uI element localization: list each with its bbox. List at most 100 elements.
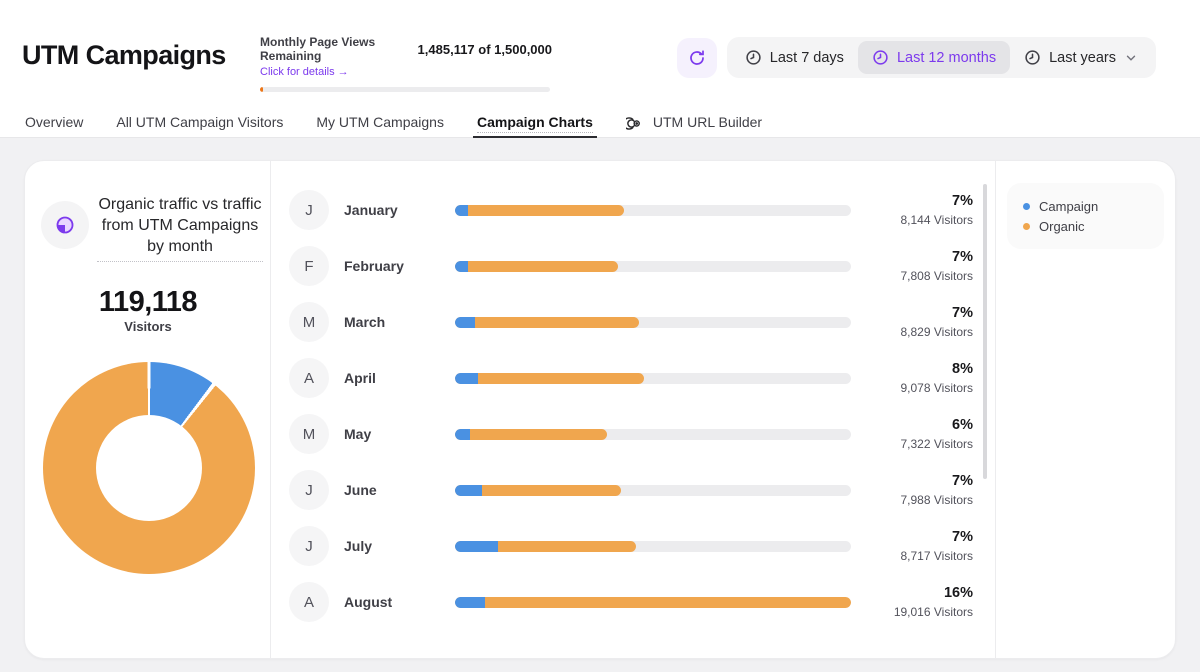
month-bar-track[interactable]: [455, 372, 851, 384]
organic-bar-segment: [455, 596, 851, 608]
clock-icon: [873, 50, 888, 65]
organic-bar-segment: [455, 372, 644, 384]
month-avatar: J: [289, 526, 329, 566]
month-avatar: J: [289, 470, 329, 510]
campaign-bar-segment: [455, 260, 468, 272]
range-label: Last years: [1049, 49, 1116, 66]
month-stats: 7% 8,829 Visitors: [867, 305, 974, 339]
legend-label: Campaign: [1039, 198, 1099, 214]
campaign-bar-segment: [455, 484, 483, 496]
month-stats: 7% 7,808 Visitors: [867, 249, 974, 283]
legend-card: Campaign Organic: [1007, 183, 1164, 249]
month-row: J January 7% 8,144 Visitors: [289, 182, 995, 238]
month-share-percent: 8%: [952, 361, 973, 377]
tab-overview[interactable]: Overview: [25, 108, 83, 138]
month-visitors-count: 8,144 Visitors: [900, 213, 974, 227]
campaign-bar-segment: [455, 428, 471, 440]
month-row: M March 7% 8,829 Visitors: [289, 294, 995, 350]
legend-panel: Campaign Organic: [995, 161, 1175, 658]
month-avatar-letter: A: [303, 369, 314, 387]
month-label: February: [344, 258, 404, 274]
scrollbar-thumb[interactable]: [983, 184, 987, 479]
chevron-down-icon: [1126, 55, 1136, 61]
organic-bar-segment: [455, 428, 608, 440]
clock-icon: [1025, 50, 1040, 65]
month-stats: 7% 7,988 Visitors: [867, 473, 974, 507]
month-bar-track[interactable]: [455, 260, 851, 272]
usage-label: Monthly Page Views Remaining: [260, 35, 376, 63]
month-stats: 7% 8,144 Visitors: [867, 193, 974, 227]
month-share-percent: 7%: [952, 529, 973, 545]
content-area: Organic traffic vs traffic from UTM Camp…: [0, 138, 1200, 659]
month-label: March: [344, 314, 386, 330]
refresh-button[interactable]: [676, 37, 717, 78]
month-avatar: F: [289, 246, 329, 286]
month-bar-track[interactable]: [455, 540, 851, 552]
month-avatar-letter: M: [302, 313, 316, 331]
usage-progress-fill: [260, 87, 264, 92]
tab-label: My UTM Campaigns: [316, 114, 444, 130]
tab-bar: Overview All UTM Campaign Visitors My UT…: [0, 100, 1200, 138]
month-label: July: [344, 538, 373, 554]
campaign-dot: [1023, 202, 1030, 210]
organic-bar-segment: [455, 260, 618, 272]
legend-item-campaign: Campaign: [1023, 196, 1148, 216]
range-last-years[interactable]: Last years: [1010, 41, 1152, 74]
month-avatar-letter: A: [303, 593, 314, 611]
month-bar-track[interactable]: [455, 316, 851, 328]
month-stats: 6% 7,322 Visitors: [867, 417, 974, 451]
month-avatar-letter: F: [304, 257, 314, 275]
summary-total-label: Visitors: [124, 319, 172, 334]
month-avatar: M: [289, 414, 329, 454]
month-label: June: [344, 482, 377, 498]
month-visitors-count: 19,016 Visitors: [893, 605, 973, 619]
date-range-group: Last 7 days Last 12 months Last years: [726, 37, 1156, 78]
header-controls: Last 7 days Last 12 months Last years: [676, 37, 1156, 78]
month-label: August: [344, 594, 393, 610]
month-label: January: [344, 202, 398, 218]
month-avatar-letter: J: [305, 201, 313, 219]
month-avatar: M: [289, 302, 329, 342]
campaign-bar-segment: [455, 540, 498, 552]
usage-meter: Monthly Page Views Remaining Click for d…: [260, 35, 552, 92]
month-avatar-letter: J: [305, 481, 313, 499]
range-last-12-months[interactable]: Last 12 months: [857, 41, 1011, 74]
month-share-percent: 7%: [952, 305, 973, 321]
month-visitors-count: 7,988 Visitors: [900, 493, 974, 507]
month-bar-track[interactable]: [455, 204, 851, 216]
legend-item-organic: Organic: [1023, 216, 1148, 236]
page-title: UTM Campaigns: [22, 40, 226, 70]
organic-bar-segment: [455, 540, 637, 552]
tab-all-utm-campaign-visitors[interactable]: All UTM Campaign Visitors: [116, 108, 283, 138]
organic-bar-segment: [455, 484, 622, 496]
month-row: F February 7% 7,808 Visitors: [289, 238, 995, 294]
utm-url-builder-icon: [625, 114, 645, 133]
tab-utm-url-builder[interactable]: UTM URL Builder: [625, 108, 762, 138]
usage-value: 1,485,117 of 1,500,000: [417, 42, 552, 57]
tab-label: Campaign Charts: [476, 114, 593, 133]
month-bar-track[interactable]: [455, 484, 851, 496]
month-avatar: A: [289, 358, 329, 398]
month-avatar-letter: J: [305, 537, 313, 555]
month-share-percent: 7%: [952, 193, 973, 209]
month-share-percent: 6%: [952, 417, 973, 433]
pie-chart-icon: [54, 214, 76, 236]
month-bars-panel: J January 7% 8,144 Visitors F February 7…: [271, 161, 995, 658]
campaign-bar-segment: [455, 204, 468, 216]
summary-title: Organic traffic vs traffic from UTM Camp…: [97, 194, 263, 262]
tab-campaign-charts[interactable]: Campaign Charts: [472, 108, 597, 138]
tab-my-utm-campaigns[interactable]: My UTM Campaigns: [316, 108, 444, 138]
month-bar-track[interactable]: [455, 596, 851, 608]
month-bar-track[interactable]: [455, 428, 851, 440]
usage-details-link[interactable]: Click for details →: [260, 66, 349, 78]
month-share-percent: 7%: [952, 473, 973, 489]
month-row: J July 7% 8,717 Visitors: [289, 518, 995, 574]
month-visitors-count: 7,808 Visitors: [900, 269, 974, 283]
month-label: May: [344, 426, 372, 442]
summary-total-value: 119,118: [98, 286, 198, 318]
month-row: M May 6% 7,322 Visitors: [289, 406, 995, 462]
organic-bar-segment: [455, 204, 625, 216]
month-rows: J January 7% 8,144 Visitors F February 7…: [289, 182, 995, 630]
range-label: Last 12 months: [896, 49, 997, 66]
range-last-7-days[interactable]: Last 7 days: [731, 41, 858, 74]
